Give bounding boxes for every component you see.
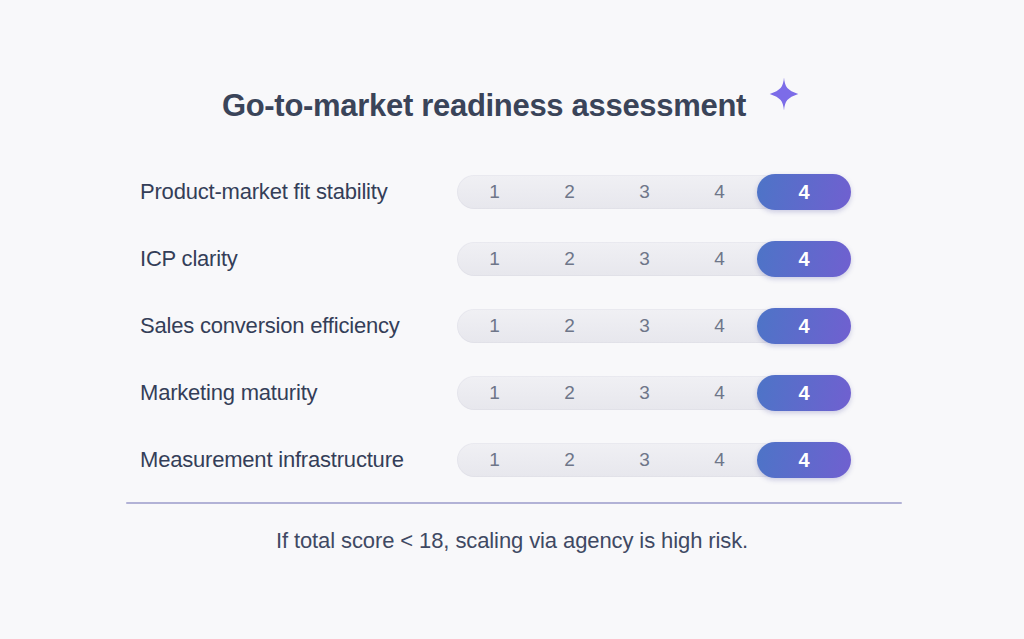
assessment-row-product-market-fit: Product-market fit stability 1 2 3 4 4 <box>140 175 851 209</box>
rating-scale: 1 2 3 4 4 <box>457 376 851 410</box>
rating-scale: 1 2 3 4 4 <box>457 175 851 209</box>
row-label: ICP clarity <box>140 246 457 272</box>
selected-rating-pill[interactable]: 4 <box>757 375 851 411</box>
rating-option-3[interactable]: 3 <box>607 242 682 276</box>
rating-option-4[interactable]: 4 <box>682 309 757 343</box>
assessment-row-marketing-maturity: Marketing maturity 1 2 3 4 4 <box>140 376 851 410</box>
rating-option-4[interactable]: 4 <box>682 376 757 410</box>
rating-option-2[interactable]: 2 <box>532 376 607 410</box>
rating-option-1[interactable]: 1 <box>457 309 532 343</box>
rating-option-4[interactable]: 4 <box>682 175 757 209</box>
selected-rating-pill[interactable]: 4 <box>757 442 851 478</box>
rating-option-2[interactable]: 2 <box>532 309 607 343</box>
selected-rating-pill[interactable]: 4 <box>757 241 851 277</box>
rating-scale: 1 2 3 4 4 <box>457 443 851 477</box>
assessment-page: Go-to-market readiness assessment Produc… <box>0 0 1024 639</box>
assessment-row-icp-clarity: ICP clarity 1 2 3 4 4 <box>140 242 851 276</box>
rating-options: 1 2 3 4 <box>457 376 757 410</box>
rating-option-2[interactable]: 2 <box>532 443 607 477</box>
row-label: Measurement infrastructure <box>140 447 457 473</box>
assessment-row-sales-conversion: Sales conversion efficiency 1 2 3 4 4 <box>140 309 851 343</box>
rating-option-1[interactable]: 1 <box>457 242 532 276</box>
assessment-rows: Product-market fit stability 1 2 3 4 4 I… <box>140 175 851 510</box>
footer-note: If total score < 18, scaling via agency … <box>0 528 1024 554</box>
selected-rating-pill[interactable]: 4 <box>757 308 851 344</box>
rating-option-3[interactable]: 3 <box>607 175 682 209</box>
rating-option-3[interactable]: 3 <box>607 376 682 410</box>
rating-option-4[interactable]: 4 <box>682 242 757 276</box>
divider <box>126 502 902 504</box>
rating-option-1[interactable]: 1 <box>457 443 532 477</box>
row-label: Sales conversion efficiency <box>140 313 457 339</box>
rating-options: 1 2 3 4 <box>457 175 757 209</box>
page-title: Go-to-market readiness assessment <box>222 88 746 124</box>
rating-options: 1 2 3 4 <box>457 242 757 276</box>
selected-rating-pill[interactable]: 4 <box>757 174 851 210</box>
rating-option-1[interactable]: 1 <box>457 175 532 209</box>
rating-option-2[interactable]: 2 <box>532 175 607 209</box>
row-label: Marketing maturity <box>140 380 457 406</box>
rating-option-4[interactable]: 4 <box>682 443 757 477</box>
rating-option-1[interactable]: 1 <box>457 376 532 410</box>
rating-option-3[interactable]: 3 <box>607 443 682 477</box>
rating-options: 1 2 3 4 <box>457 443 757 477</box>
assessment-row-measurement-infrastructure: Measurement infrastructure 1 2 3 4 4 <box>140 443 851 477</box>
rating-options: 1 2 3 4 <box>457 309 757 343</box>
sparkle-icon <box>766 76 802 112</box>
rating-option-2[interactable]: 2 <box>532 242 607 276</box>
rating-scale: 1 2 3 4 4 <box>457 309 851 343</box>
header: Go-to-market readiness assessment <box>0 88 1024 124</box>
row-label: Product-market fit stability <box>140 179 457 205</box>
rating-scale: 1 2 3 4 4 <box>457 242 851 276</box>
rating-option-3[interactable]: 3 <box>607 309 682 343</box>
